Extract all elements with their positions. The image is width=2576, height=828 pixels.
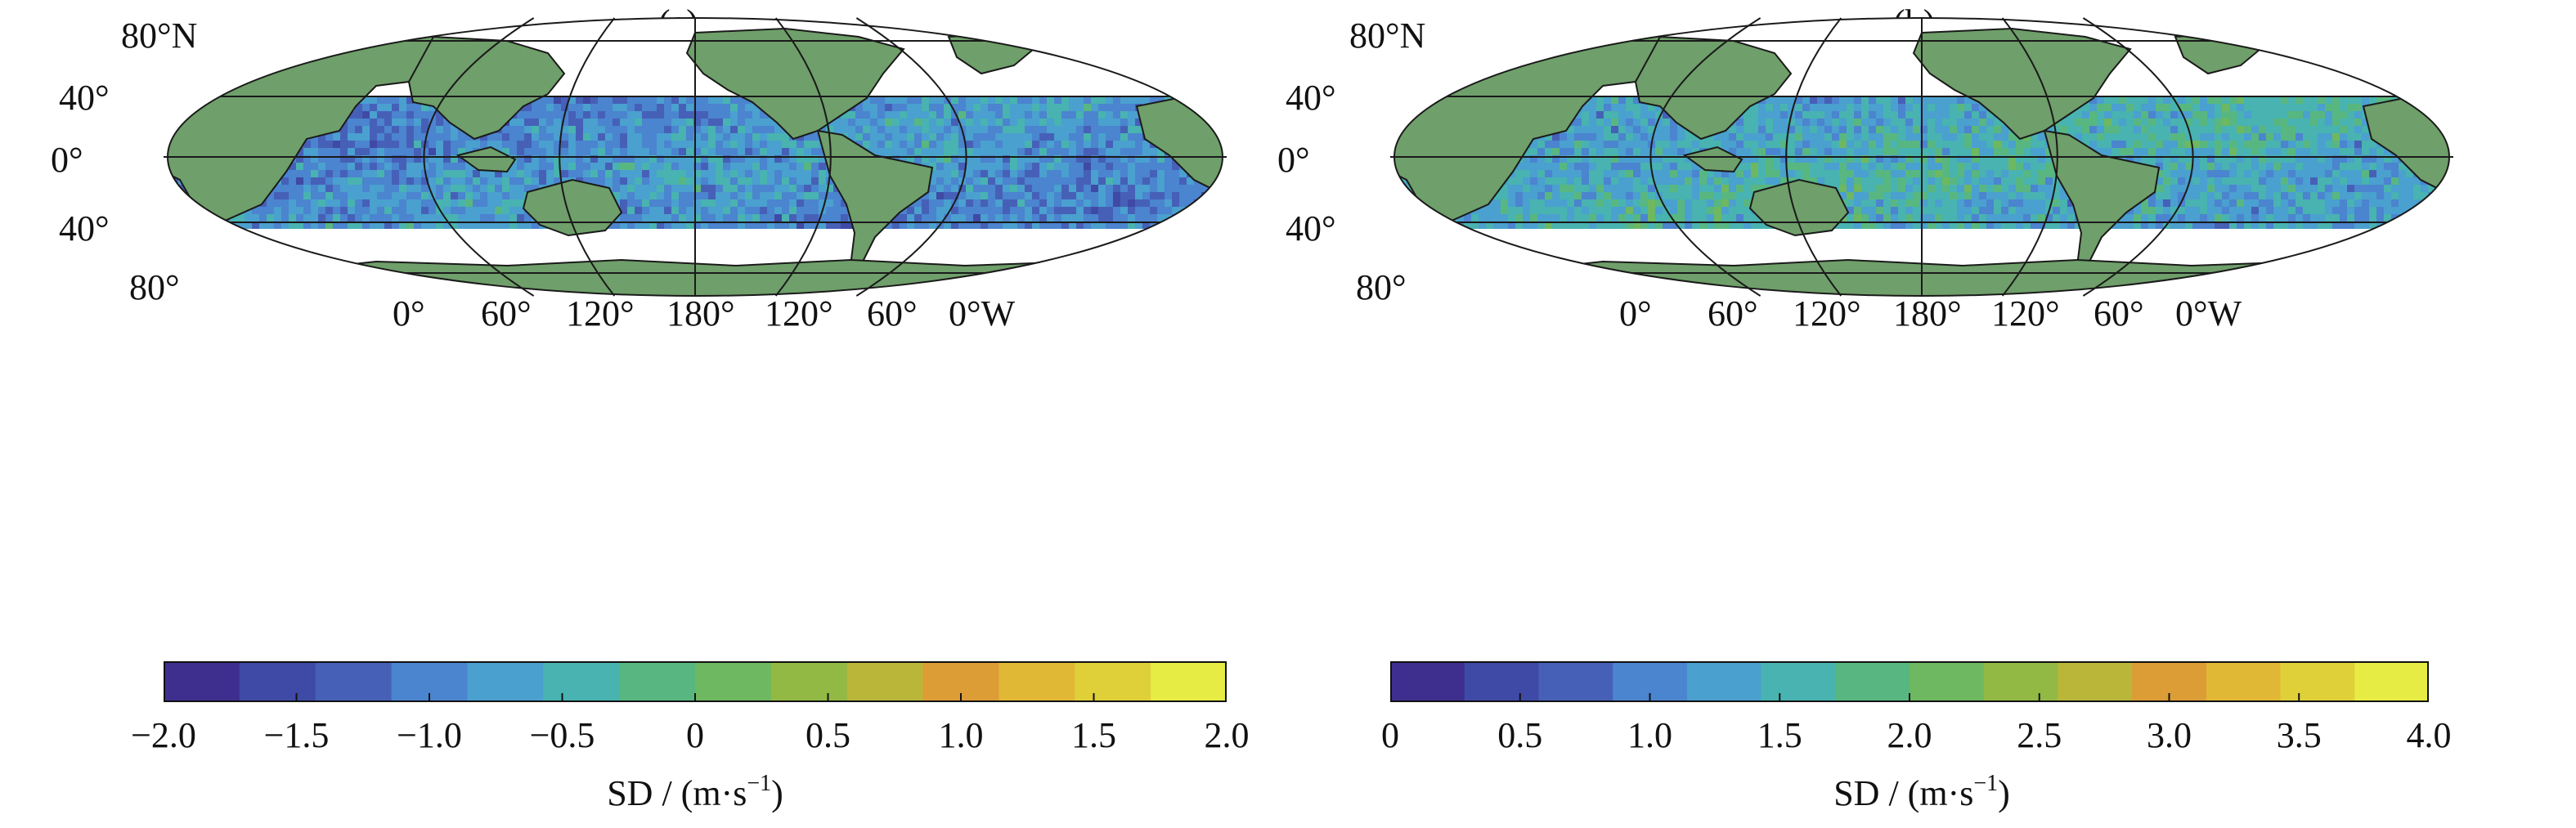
lat-label-0: 0°: [51, 140, 83, 180]
colorbar-tick-label: 0: [1381, 715, 1399, 755]
lat-label-40n: 40°: [1286, 78, 1336, 118]
colorbar-segment: [2058, 662, 2133, 701]
colorbar-segment: [1835, 662, 1910, 701]
colorbar-label: SD / (m·s−1): [1833, 772, 2010, 812]
lon-label: 60°: [2094, 293, 2144, 333]
colorbar-label: SD / (m·s−1): [607, 772, 783, 812]
lon-label: 60°: [481, 293, 532, 333]
lat-label-40n: 40°: [59, 78, 110, 118]
lon-label: 0°: [1619, 293, 1652, 333]
colorbar-segment: [2206, 662, 2282, 701]
colorbar-tick-label: 3.5: [2276, 715, 2322, 755]
colorbar-segment: [1686, 662, 1762, 701]
colorbar-tick-label: −1.5: [263, 715, 330, 755]
lon-label: 180°: [1893, 293, 1962, 333]
lon-label: 0°W: [2175, 293, 2242, 333]
colorbar-segment: [315, 662, 393, 701]
lat-label-40s: 40°: [59, 208, 110, 248]
colorbar-segment: [1151, 662, 1227, 701]
colorbar-label-end: ): [1998, 773, 2010, 813]
colorbar-tick-label: 0.5: [806, 715, 850, 755]
colorbar-segment: [1910, 662, 1985, 701]
colorbar-tick-label: −1.0: [397, 715, 462, 755]
colorbar-tick-label: 1.5: [1071, 715, 1116, 755]
colorbar-tick-label: 0: [686, 715, 704, 755]
colorbar-segment: [695, 662, 772, 701]
colorbar-label-text: SD / (m·s: [1833, 773, 1974, 813]
lon-label: 0°W: [949, 293, 1016, 333]
lat-label-80s: 80°: [1356, 267, 1407, 307]
colorbar-tick-label: 1.0: [938, 715, 984, 755]
colorbar-segment: [2280, 662, 2355, 701]
colorbar-segment: [619, 662, 696, 701]
colorbar-tick-label: 1.5: [1757, 715, 1802, 755]
lon-label: 120°: [566, 293, 635, 333]
lon-label: 120°: [1991, 293, 2060, 333]
colorbar-tick-label: −0.5: [529, 715, 595, 755]
colorbar-segment: [543, 662, 620, 701]
colorbar-segment: [1538, 662, 1613, 701]
colorbar-tick-label: 4.0: [2406, 715, 2452, 755]
lon-label: 180°: [666, 293, 735, 333]
lon-label: 0°: [393, 293, 425, 333]
colorbar-segment: [2354, 662, 2429, 701]
colorbar-b: [1390, 661, 2429, 702]
graticule: [164, 17, 1227, 297]
colorbar-segment: [467, 662, 544, 701]
world-map-b: [1390, 17, 2453, 297]
lat-label-40s: 40°: [1286, 208, 1336, 248]
colorbar-tick-label: 2.0: [1204, 715, 1250, 755]
world-map-a: [164, 17, 1227, 297]
lon-label: 60°: [867, 293, 918, 333]
lon-label: 120°: [1793, 293, 1861, 333]
colorbar-segment: [846, 662, 924, 701]
colorbar-segment: [1075, 662, 1151, 701]
colorbar-tick-label: 1.0: [1627, 715, 1672, 755]
colorbar-label-text: SD / (m·s: [607, 773, 747, 813]
lon-label: 120°: [765, 293, 833, 333]
lat-label-80n: 80°N: [121, 16, 198, 56]
colorbar-tick-label: 2.5: [2017, 715, 2062, 755]
colorbar-segment: [999, 662, 1075, 701]
colorbar-tick-label: 3.0: [2147, 715, 2192, 755]
colorbar-label-end: ): [771, 773, 783, 813]
colorbar-tick-label: −2.0: [131, 715, 196, 755]
colorbar-segment: [1761, 662, 1836, 701]
colorbar-segment: [1983, 662, 2058, 701]
colorbar-tick-label: 2.0: [1887, 715, 1932, 755]
colorbar-segment: [1390, 662, 1465, 701]
lat-label-80n: 80°N: [1349, 16, 1426, 56]
lon-label: 60°: [1708, 293, 1758, 333]
colorbar-segment: [164, 662, 240, 701]
colorbar-label-sup: −1: [747, 771, 772, 796]
colorbar-tick-label: 0.5: [1497, 715, 1543, 755]
colorbar-label-sup: −1: [1973, 771, 1999, 796]
map-panel-a: (a) 80°N 40° 0° 40° 80° 0° 60° 120° 180°…: [51, 5, 1250, 812]
colorbar-a: [164, 661, 1227, 702]
lat-label-80s: 80°: [129, 267, 180, 307]
map-panel-b: (b) 80°N 40° 0° 40° 80° 0° 60° 120° 180°…: [1227, 0, 2576, 828]
colorbar-segment: [239, 662, 316, 701]
colorbar-segment: [770, 662, 848, 701]
graticule: [1390, 17, 2453, 297]
lat-label-0: 0°: [1277, 140, 1310, 180]
colorbar-segment: [1464, 662, 1539, 701]
